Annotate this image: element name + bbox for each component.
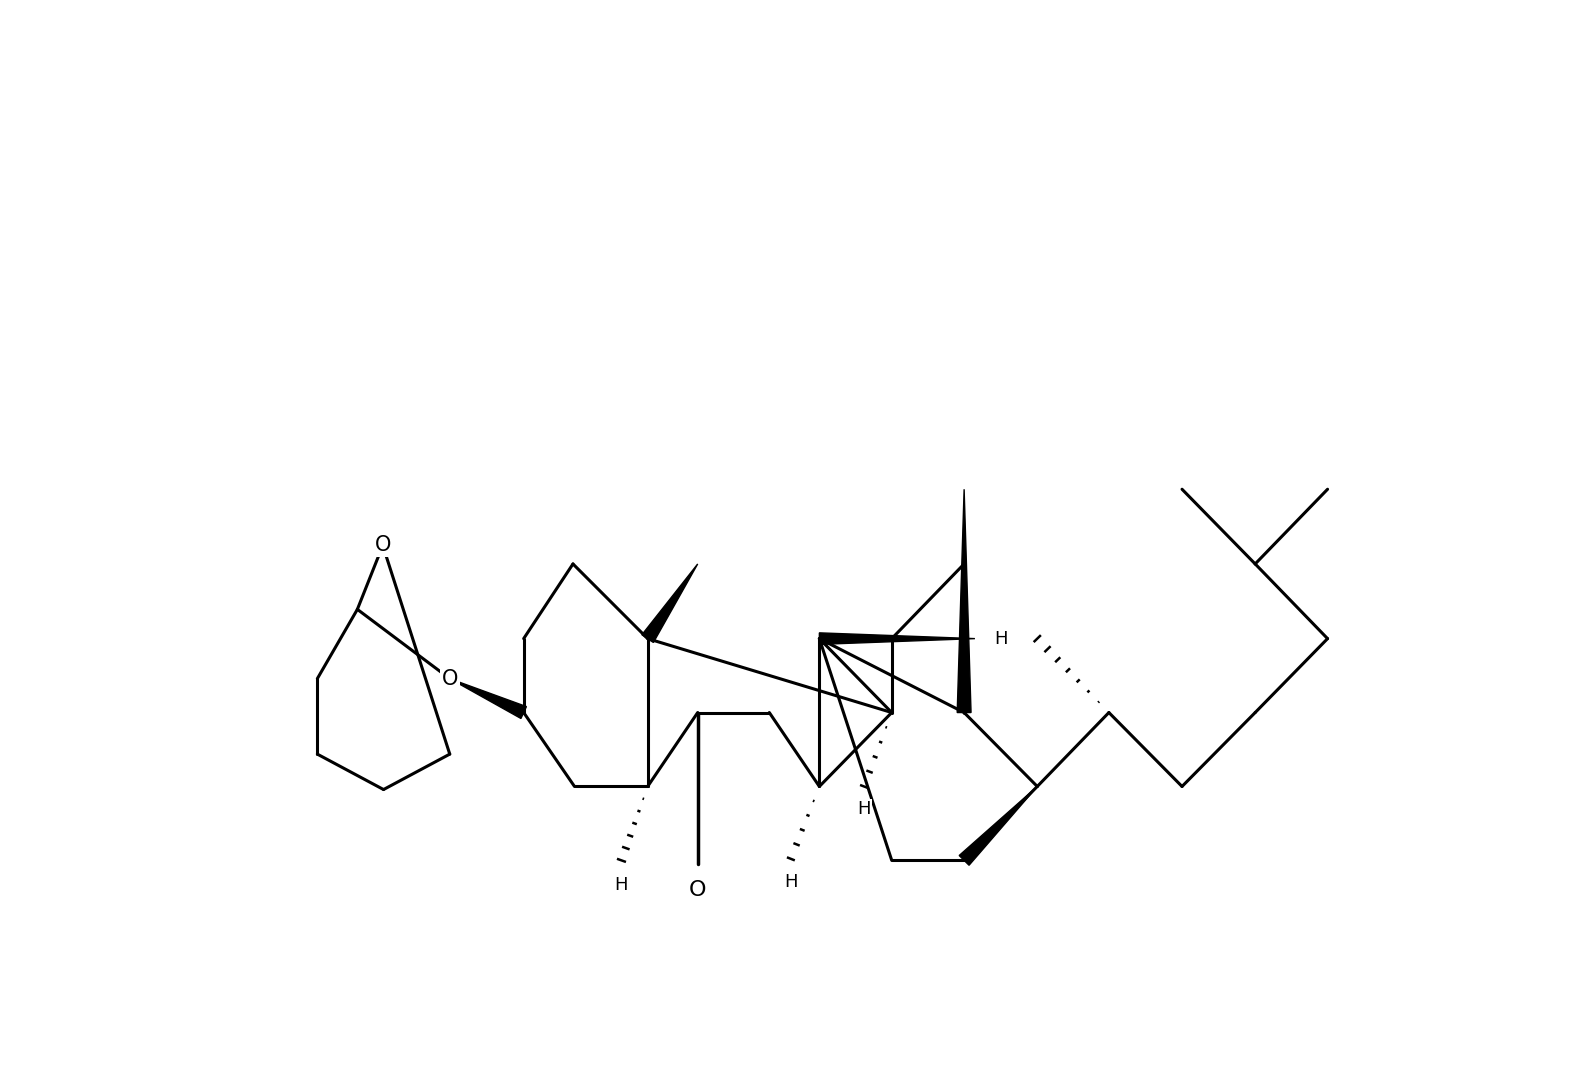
Text: H: H <box>857 800 871 818</box>
Polygon shape <box>959 786 1037 866</box>
Text: H: H <box>994 629 1008 648</box>
Polygon shape <box>450 679 526 719</box>
Polygon shape <box>957 490 971 712</box>
Text: H: H <box>614 875 628 894</box>
Text: O: O <box>375 536 391 555</box>
Text: O: O <box>442 669 458 688</box>
Text: O: O <box>689 880 707 900</box>
Text: H: H <box>785 873 798 890</box>
Polygon shape <box>641 564 697 642</box>
Polygon shape <box>820 633 975 644</box>
